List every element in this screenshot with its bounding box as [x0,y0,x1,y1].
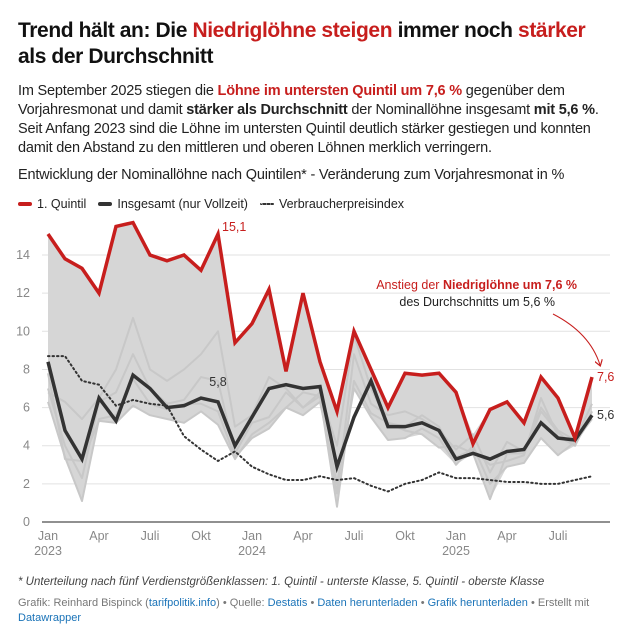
x-tick-label: Jan [242,529,262,543]
headline-part: Trend hält an: Die [18,19,193,42]
chart-byline: Grafik: Reinhard Bispinck (tarifpolitik.… [18,596,618,626]
y-tick-label: 0 [23,515,30,529]
highlight-lines [46,220,594,493]
legend-label: 1. Quintil [37,197,87,211]
x-tick-label: Jan [38,529,58,543]
annotation-line-1: Anstieg der Niedriglöhne um 7,6 % [376,278,577,292]
x-tick-label: Juli [549,529,568,543]
y-tick-label: 6 [23,401,30,415]
separator: • [307,597,318,609]
data-label: 5,8 [209,375,226,389]
y-tick-label: 4 [23,439,30,453]
legend-label: Insgesamt (nur Vollzeit) [117,197,248,211]
legend-item-cpi: Verbraucherpreisindex [259,197,405,211]
headline-part: als der Durchschnitt [18,45,214,68]
intro-bold: mit 5,6 % [533,102,595,118]
y-tick-label: 12 [16,286,30,300]
series-line-total [46,361,594,474]
intro-text: gegenüber dem Vorjahresmonat und damit [18,83,565,118]
x-tick-label: Juli [345,529,364,543]
data-label: 15,1 [222,220,246,234]
download-data-link[interactable]: Daten herunterladen [317,597,418,609]
legend-item-total: Insgesamt (nur Vollzeit) [98,197,248,211]
legend-label: Verbraucherpreisindex [278,197,405,211]
series-line-3-quintil [47,377,593,508]
separator: • [417,597,428,609]
intro-bold: stärker als Durchschnitt [186,102,348,118]
y-tick-label: 2 [23,477,30,491]
chart-notes: * Unterteilung nach fünf Verdienstgrößen… [18,576,545,588]
legend-item-q1: 1. Quintil [18,197,86,211]
download-graphic-link[interactable]: Grafik herunterladen [427,597,528,609]
author-link[interactable]: tarifpolitik.info [148,597,217,609]
series-line-4-quintil [47,373,593,485]
data-labels: 15,1 5,8 7,6 5,6 [209,220,614,422]
x-tick-label: Okt [395,529,415,543]
legend-swatch-red-line [18,202,32,206]
chart-legend: 1. Quintil Insgesamt (nur Vollzeit) Verb… [18,197,416,211]
headline-highlight: Niedriglöhne steigen [192,19,393,42]
chart-headline: Trend hält an: Die Niedriglöhne steigen … [18,18,618,70]
x-tick-label: Juli [141,529,160,543]
datawrapper-link[interactable]: Datawrapper [18,612,81,624]
x-tick-year: 2024 [238,544,266,558]
byline-text: • Erstellt mit [527,597,590,609]
x-tick-year: 2023 [34,544,62,558]
x-tick-label: Apr [89,529,108,543]
annotation: Anstieg der Niedriglöhne um 7,6 % des Du… [376,278,600,365]
headline-highlight: stärker [518,19,586,42]
source-link[interactable]: Destatis [267,597,308,609]
x-tick-label: Jan [446,529,466,543]
series-line-q1 [46,220,594,449]
y-tick-label: 10 [16,324,30,338]
headline-part: immer noch [392,19,519,42]
legend-swatch-black-line [98,202,113,206]
data-label: 5,6 [597,408,614,422]
y-tick-label: 8 [23,362,30,376]
x-tick-label: Apr [497,529,516,543]
annotation-arrow [552,313,600,365]
intro-text: der Nominallöhne insgesamt [347,102,534,118]
x-tick-label: Okt [191,529,211,543]
intro-text: Im September 2025 stiegen die [18,83,218,99]
x-tick-year: 2025 [442,544,470,558]
byline-text: ) • Quelle: [216,597,268,609]
y-tick-label: 14 [16,248,30,262]
byline-text: Grafik: Reinhard Bispinck ( [18,597,149,609]
legend-swatch-dotted-line [259,203,274,205]
annotation-line-2: des Durchschnitts um 5,6 % [399,295,555,309]
intro-highlight: Löhne im untersten Quintil um 7,6 % [217,83,463,99]
intro-text: . Seit Anfang 2023 sind die Löhne im unt… [18,102,599,156]
x-tick-label: Apr [293,529,312,543]
chart-intro: Im September 2025 stiegen die Löhne im u… [18,82,618,158]
data-label: 7,6 [597,370,614,384]
series-line-cpi [47,355,593,493]
chart-subtitle: Entwicklung der Nominallöhne nach Quinti… [18,167,565,183]
